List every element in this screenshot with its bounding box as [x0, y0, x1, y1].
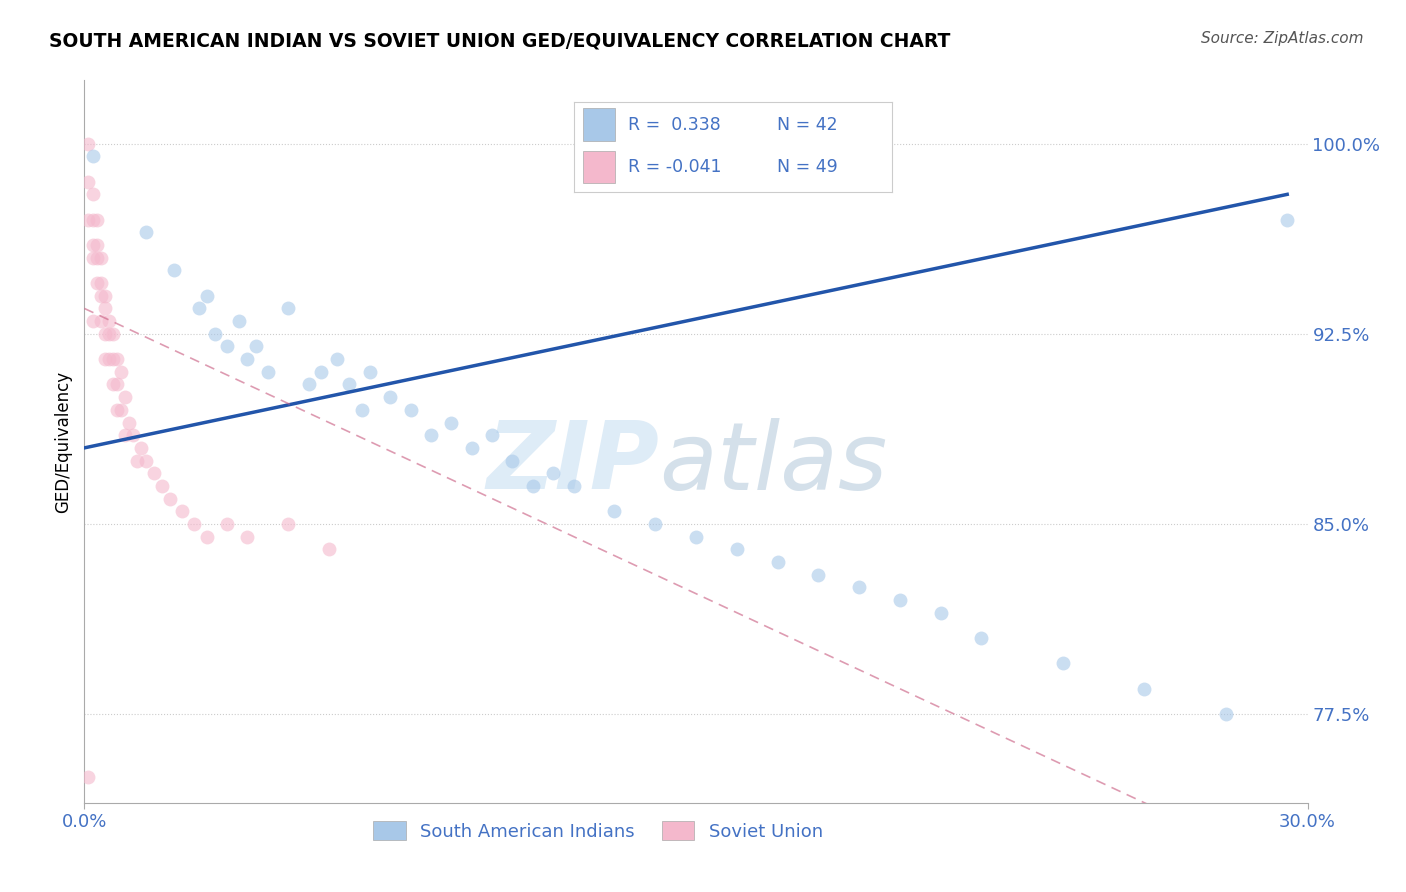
Text: Source: ZipAtlas.com: Source: ZipAtlas.com — [1201, 31, 1364, 46]
Y-axis label: GED/Equivalency: GED/Equivalency — [55, 370, 73, 513]
Point — [90, 251, 112, 265]
Point — [807, 567, 830, 582]
Point — [86, 251, 108, 265]
Text: atlas: atlas — [659, 417, 887, 508]
Point — [105, 377, 128, 392]
Point — [101, 352, 124, 367]
Point — [1052, 657, 1074, 671]
Point — [562, 479, 585, 493]
Point — [163, 263, 186, 277]
Point — [82, 187, 104, 202]
Point — [644, 516, 666, 531]
Point — [97, 326, 120, 341]
Point — [110, 365, 132, 379]
Point — [245, 339, 267, 353]
Point — [114, 390, 136, 404]
Point — [90, 314, 112, 328]
Point — [228, 314, 250, 328]
Point — [543, 467, 565, 481]
Point — [142, 467, 165, 481]
Point — [326, 352, 349, 367]
Point — [93, 289, 115, 303]
Point — [82, 149, 104, 163]
Point — [522, 479, 544, 493]
Point — [277, 301, 299, 316]
Point — [118, 416, 141, 430]
Point — [217, 516, 239, 531]
Point — [110, 402, 132, 417]
Point — [122, 428, 145, 442]
Point — [82, 314, 104, 328]
Point — [183, 516, 205, 531]
Point — [86, 212, 108, 227]
Point — [298, 377, 321, 392]
Point — [461, 441, 484, 455]
Point — [159, 491, 181, 506]
Point — [603, 504, 626, 518]
Point — [101, 326, 124, 341]
Point — [350, 402, 373, 417]
Point — [187, 301, 209, 316]
Point — [318, 542, 340, 557]
Point — [236, 530, 259, 544]
Point — [204, 326, 226, 341]
Point — [82, 251, 104, 265]
Point — [135, 453, 157, 467]
Point — [380, 390, 402, 404]
Point — [77, 771, 100, 785]
Legend: South American Indians, Soviet Union: South American Indians, Soviet Union — [366, 814, 830, 848]
Point — [889, 593, 911, 607]
Point — [440, 416, 463, 430]
Point — [82, 212, 104, 227]
Point — [339, 377, 361, 392]
Point — [309, 365, 332, 379]
Point — [93, 326, 115, 341]
Point — [685, 530, 707, 544]
Point — [86, 276, 108, 290]
Point — [127, 453, 149, 467]
Point — [90, 276, 112, 290]
Point — [1133, 681, 1156, 696]
Point — [93, 301, 115, 316]
Point — [725, 542, 748, 557]
Point — [97, 314, 120, 328]
Point — [172, 504, 194, 518]
Point — [481, 428, 503, 442]
Text: ZIP: ZIP — [486, 417, 659, 509]
Point — [277, 516, 299, 531]
Point — [195, 530, 218, 544]
Point — [131, 441, 153, 455]
Point — [399, 402, 422, 417]
Point — [86, 238, 108, 252]
Point — [359, 365, 381, 379]
Point — [420, 428, 443, 442]
Point — [217, 339, 239, 353]
Point — [77, 175, 100, 189]
Point — [848, 580, 870, 594]
Point — [236, 352, 259, 367]
Point — [77, 212, 100, 227]
Point — [77, 136, 100, 151]
Point — [929, 606, 952, 620]
Point — [101, 377, 124, 392]
Point — [105, 352, 128, 367]
Point — [257, 365, 280, 379]
Point — [90, 289, 112, 303]
Point — [97, 352, 120, 367]
Point — [135, 226, 157, 240]
Point — [195, 289, 218, 303]
Point — [93, 352, 115, 367]
Point — [150, 479, 173, 493]
Text: SOUTH AMERICAN INDIAN VS SOVIET UNION GED/EQUIVALENCY CORRELATION CHART: SOUTH AMERICAN INDIAN VS SOVIET UNION GE… — [49, 31, 950, 50]
Point — [1277, 212, 1299, 227]
Point — [114, 428, 136, 442]
Point — [766, 555, 789, 569]
Point — [105, 402, 128, 417]
Point — [970, 631, 993, 645]
Point — [1215, 707, 1237, 722]
Point — [502, 453, 524, 467]
Point — [82, 238, 104, 252]
